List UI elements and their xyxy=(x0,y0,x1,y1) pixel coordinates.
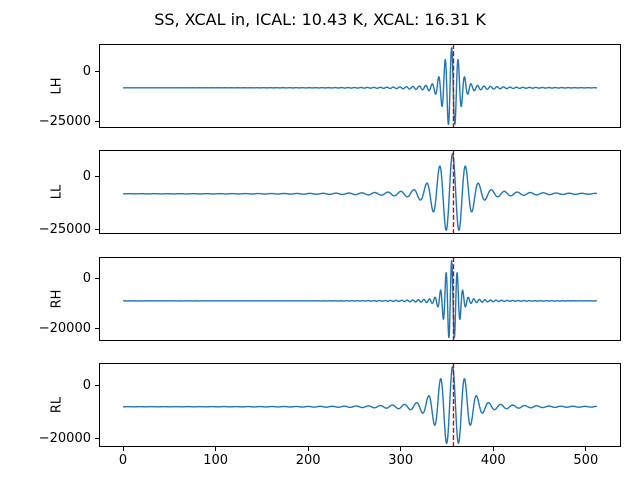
axes-rh xyxy=(99,257,621,341)
y-tick-label: −20000 xyxy=(38,320,91,336)
axes-frame xyxy=(99,363,621,447)
subplot-rl: RL 0 −20000 0 100 200 300 400 500 xyxy=(0,363,640,468)
x-tick-label: 0 xyxy=(118,453,128,468)
y-axis-label-ll: LL xyxy=(49,184,65,200)
x-tick xyxy=(307,447,309,451)
y-tick xyxy=(95,438,99,440)
x-tick-label: 100 xyxy=(203,453,229,468)
signal-line xyxy=(122,366,598,444)
x-tick xyxy=(585,447,587,451)
axes-frame xyxy=(99,150,621,234)
y-tick xyxy=(95,176,99,178)
x-tick xyxy=(400,447,402,451)
y-tick xyxy=(95,121,99,123)
x-tick-label: 500 xyxy=(573,453,599,468)
figure-title: SS, XCAL in, ICAL: 10.43 K, XCAL: 16.31 … xyxy=(154,10,486,29)
axes-frame xyxy=(99,257,621,341)
y-tick-label: 0 xyxy=(82,64,91,80)
signal-line xyxy=(122,153,598,231)
x-tick-label: 200 xyxy=(295,453,321,468)
y-axis-label-rl: RL xyxy=(49,396,65,414)
x-tick-label: 400 xyxy=(480,453,506,468)
axes-frame xyxy=(99,44,621,128)
y-tick xyxy=(95,71,99,73)
x-tick-label: 300 xyxy=(388,453,414,468)
x-tick xyxy=(122,447,124,451)
y-tick-label: 0 xyxy=(82,169,91,185)
axes-ll xyxy=(99,150,621,234)
y-tick-label: −25000 xyxy=(38,114,91,130)
axes-lh xyxy=(99,44,621,128)
signal-line xyxy=(122,260,598,339)
y-tick xyxy=(95,384,99,386)
y-tick xyxy=(95,229,99,231)
subplot-rh: RH 0 −20000 xyxy=(0,257,640,341)
x-tick xyxy=(492,447,494,451)
y-tick-label: −20000 xyxy=(38,431,91,447)
signal-line xyxy=(122,47,598,126)
y-tick-label: 0 xyxy=(82,377,91,393)
subplot-lh: LH 0 −25000 xyxy=(0,44,640,130)
x-tick xyxy=(215,447,217,451)
y-tick xyxy=(95,277,99,279)
subplot-ll: LL 0 −25000 xyxy=(0,150,640,237)
y-tick xyxy=(95,327,99,329)
y-axis-label-rh: RH xyxy=(49,289,65,309)
y-tick-label: −25000 xyxy=(38,222,91,238)
axes-rl xyxy=(99,363,621,447)
y-tick-label: 0 xyxy=(82,270,91,286)
